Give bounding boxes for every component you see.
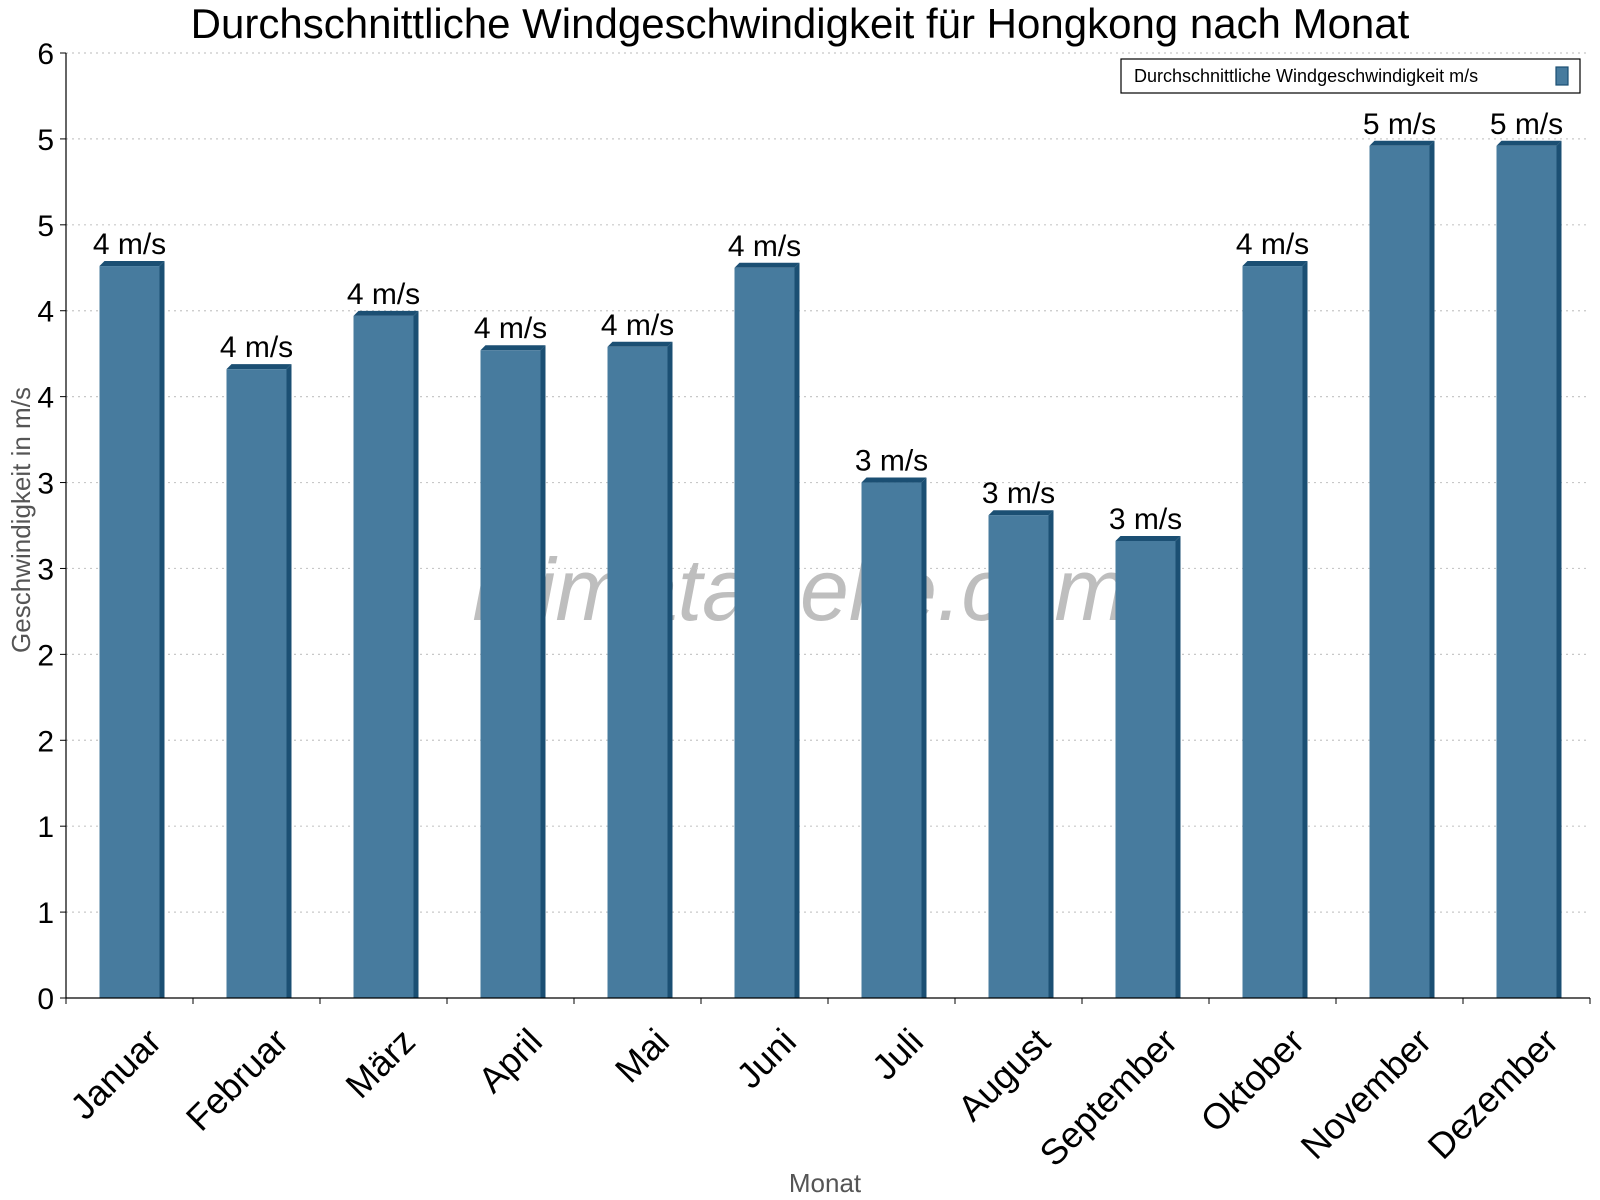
bar — [99, 266, 160, 998]
chart-title: Durchschnittliche Windgeschwindigkeit fü… — [191, 0, 1410, 47]
x-tick-label: Februar — [178, 1020, 296, 1138]
legend: Durchschnittliche Windgeschwindigkeit m/… — [1120, 58, 1581, 94]
bar-top — [1115, 535, 1181, 541]
bar-side — [540, 345, 546, 998]
bar-top — [734, 262, 800, 268]
y-tick-label: 3 — [37, 468, 54, 501]
bar-top — [99, 261, 165, 267]
bar-top — [1242, 261, 1308, 267]
x-tick-label: November — [1293, 1020, 1439, 1166]
bar-side — [1302, 261, 1308, 998]
bar-side — [794, 262, 800, 999]
bar — [480, 350, 541, 998]
x-tick-label: Juli — [864, 1020, 931, 1087]
x-tick-label: Dezember — [1420, 1020, 1566, 1166]
data-label: 4 m/s — [93, 228, 166, 261]
bar-top — [861, 477, 927, 483]
bar-side — [1556, 140, 1562, 999]
x-tick-label: April — [470, 1020, 550, 1100]
data-label: 4 m/s — [474, 312, 547, 345]
y-tick-label: 2 — [37, 639, 54, 672]
x-tick-label: Oktober — [1192, 1020, 1312, 1140]
x-tick-label: September — [1031, 1020, 1185, 1174]
bar-side — [159, 261, 165, 998]
data-label: 4 m/s — [728, 230, 801, 263]
data-label: 5 m/s — [1490, 108, 1563, 141]
x-tick-label: März — [337, 1020, 423, 1106]
bar-side — [413, 310, 419, 998]
bar — [861, 482, 922, 999]
bar-top — [353, 310, 419, 316]
x-axis-title: Monat — [789, 1168, 862, 1198]
legend-label: Durchschnittliche Windgeschwindigkeit m/… — [1134, 66, 1478, 86]
bar — [226, 369, 287, 998]
y-tick-label: 3 — [37, 553, 54, 586]
x-tick-label: Mai — [607, 1020, 677, 1090]
bar-side — [286, 364, 292, 998]
y-tick-label: 1 — [37, 811, 54, 844]
legend-box — [1120, 58, 1581, 94]
bar-top — [1369, 140, 1435, 146]
bars — [99, 140, 1562, 999]
bar-top — [226, 364, 292, 370]
bar-top — [1496, 140, 1562, 146]
x-tick-label: August — [950, 1020, 1058, 1128]
gridlines — [66, 52, 1590, 913]
x-tick-label: Januar — [62, 1020, 169, 1127]
y-tick-label: 0 — [37, 983, 54, 1016]
x-tick-label: Juni — [728, 1020, 804, 1096]
data-label: 5 m/s — [1363, 108, 1436, 141]
data-label: 3 m/s — [855, 445, 928, 478]
bar — [988, 515, 1049, 998]
bar — [607, 346, 668, 998]
bar-side — [1175, 535, 1181, 998]
bar — [353, 315, 414, 998]
bar-top — [607, 341, 673, 347]
bar-side — [667, 341, 673, 998]
y-tick-label: 6 — [37, 38, 54, 71]
bar-side — [1429, 140, 1435, 999]
y-tick-label: 5 — [37, 124, 54, 157]
bar — [1115, 540, 1176, 998]
data-label: 4 m/s — [220, 331, 293, 364]
bar — [734, 267, 795, 999]
bar-top — [988, 510, 1054, 516]
data-label: 3 m/s — [982, 477, 1055, 510]
legend-swatch — [1555, 66, 1569, 86]
bar-side — [1048, 510, 1054, 998]
y-tick-label: 1 — [37, 897, 54, 930]
bar — [1242, 266, 1303, 998]
data-label: 3 m/s — [1109, 503, 1182, 536]
bar-top — [480, 345, 546, 351]
data-label: 4 m/s — [1236, 228, 1309, 261]
bar-side — [921, 477, 927, 999]
y-tick-label: 4 — [37, 382, 54, 415]
y-tick-label: 4 — [37, 296, 54, 329]
bar — [1369, 145, 1430, 999]
y-tick-label: 5 — [37, 210, 54, 243]
data-label: 4 m/s — [601, 309, 674, 342]
y-axis-title: Geschwindigkeit in m/s — [6, 387, 36, 653]
bar — [1496, 145, 1557, 999]
y-tick-label: 2 — [37, 725, 54, 758]
data-label: 4 m/s — [347, 278, 420, 311]
data-labels: 4 m/s 4 m/s 4 m/s 4 m/s 4 m/s 4 m/s 3 m/s 3 m/s… — [93, 108, 1563, 536]
